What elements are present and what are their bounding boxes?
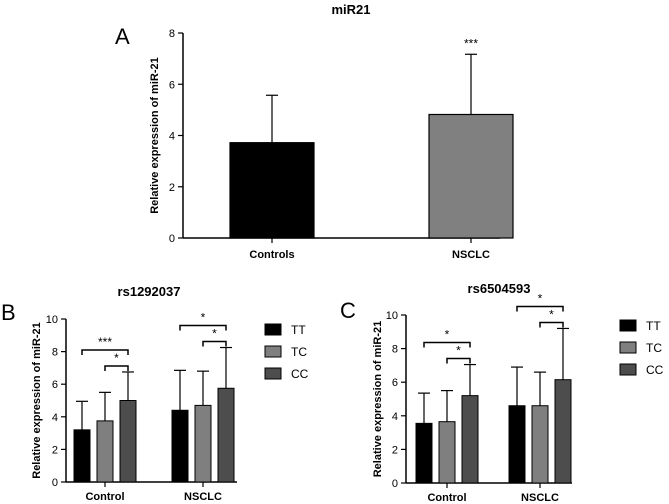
significance-label: * [456,344,461,358]
bar [73,429,91,483]
panel-letter: C [340,298,356,323]
y-tick-label: 6 [392,377,398,389]
y-tick-label: 0 [392,478,398,490]
significance-label: *** [464,36,478,50]
bar [171,409,189,483]
significance-label: * [201,311,206,325]
significance-bracket [202,340,227,347]
x-tick-label: NSCLC [184,491,222,503]
significance-bracket [179,324,227,331]
legend-swatch [264,367,282,380]
legend-label: TT [646,319,661,333]
significance-label: * [445,328,450,342]
bar [508,405,526,484]
x-tick-label: Controls [249,249,294,261]
legend-swatch [619,319,637,332]
legend-swatch [619,363,637,376]
y-tick-label: 8 [392,344,398,356]
y-tick-label: 4 [392,411,398,423]
y-tick-label: 4 [52,412,58,424]
chart-title: rs1292037 [118,284,181,299]
significance-label: * [549,307,554,321]
bar [438,421,456,484]
legend-swatch [264,323,282,336]
panel-letter: A [115,24,130,49]
bar [217,387,235,483]
significance-bracket [104,365,129,371]
y-tick-label: 10 [46,314,58,326]
y-tick-label: 8 [169,28,175,40]
y-tick-label: 4 [169,131,175,143]
bar [194,404,212,483]
legend-label: TC [291,345,307,359]
y-axis-label: Relative expression of miR-21 [31,322,43,479]
panel-letter: B [1,300,16,325]
significance-label: * [212,327,217,341]
y-axis-label: Relative expression of miR-21 [372,321,384,478]
x-tick-label: Control [427,492,466,504]
y-tick-label: 2 [169,182,175,194]
legend-label: TC [646,341,662,355]
y-tick-label: 8 [52,347,58,359]
legend-swatch [264,345,282,358]
significance-bracket [516,305,564,312]
significance-bracket [423,341,471,348]
legend-label: CC [291,367,309,381]
significance-bracket [539,321,564,328]
chart-title: rs6504593 [468,281,531,296]
legend-label: CC [646,363,664,377]
bar [554,379,572,484]
significance-label: * [538,291,543,305]
legend-swatch [619,341,637,354]
significance-bracket [81,349,129,355]
y-tick-label: 2 [392,444,398,456]
x-tick-label: NSCLC [452,249,490,261]
bar [531,405,549,484]
bar [119,400,137,483]
y-tick-label: 0 [52,477,58,489]
panel-a-chart: 0 2 4 6 8 Relative expression of miR-21 miR21 A… [115,2,514,261]
chart-title: miR21 [331,2,370,17]
bar [415,422,433,484]
y-axis-label: Relative expression of miR-21 [149,57,161,214]
x-tick-label: Control [85,491,124,503]
bar [96,420,114,483]
bar [428,113,514,239]
y-tick-label: 0 [169,233,175,245]
significance-label: * [114,351,119,365]
bar [461,395,479,484]
y-tick-label: 6 [169,79,175,91]
bar [229,142,315,239]
legend-label: TT [291,323,306,337]
significance-label: *** [98,335,112,349]
y-tick-label: 10 [386,310,398,322]
x-tick-label: NSCLC [521,492,559,504]
y-tick-label: 2 [52,444,58,456]
significance-bracket [446,357,471,364]
y-tick-label: 6 [52,379,58,391]
